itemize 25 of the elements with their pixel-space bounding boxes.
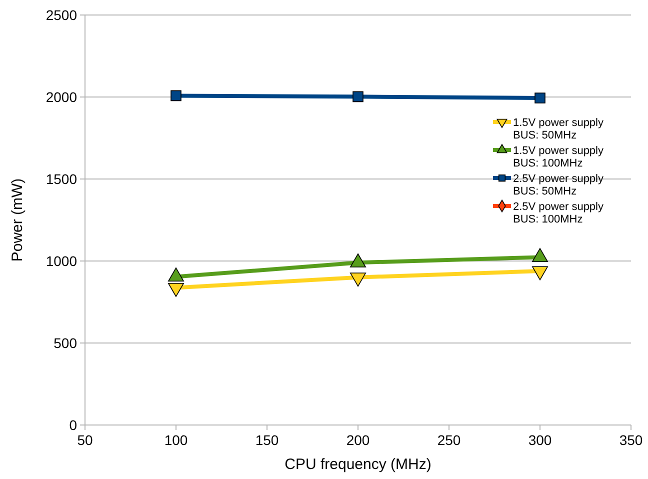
y-tick-label: 500 [54, 334, 78, 351]
x-tick-label: 200 [346, 432, 370, 448]
y-axis-title: Power (mW) [9, 178, 26, 262]
x-tick-label: 100 [164, 432, 188, 448]
x-tick-label: 300 [528, 432, 552, 448]
x-axis-title: CPU frequency (MHz) [284, 456, 432, 473]
y-tick-label: 2000 [46, 88, 78, 105]
point [532, 266, 548, 280]
x-tick-label: 50 [77, 432, 93, 448]
point [170, 90, 182, 102]
legend-label: 1.5V power supply BUS: 50MHz [513, 116, 604, 142]
x-tick-label: 250 [437, 432, 461, 448]
legend-label: 2.5V power supply BUS: 100MHz [513, 200, 604, 226]
legend-label: 1.5V power supply BUS: 100MHz [513, 144, 604, 170]
x-tick-label: 150 [255, 432, 279, 448]
point [352, 91, 364, 102]
y-tick-label: 1500 [46, 170, 78, 187]
y-tick-label: 1000 [46, 252, 78, 269]
point [350, 272, 366, 287]
y-tick-label: 2500 [46, 6, 78, 23]
y-tick-label: 0 [69, 416, 78, 433]
x-tick-label: 350 [619, 432, 643, 448]
point [168, 282, 184, 297]
legend-label: 2.5V power supply BUS: 50MHz [513, 172, 604, 198]
point [534, 92, 546, 104]
